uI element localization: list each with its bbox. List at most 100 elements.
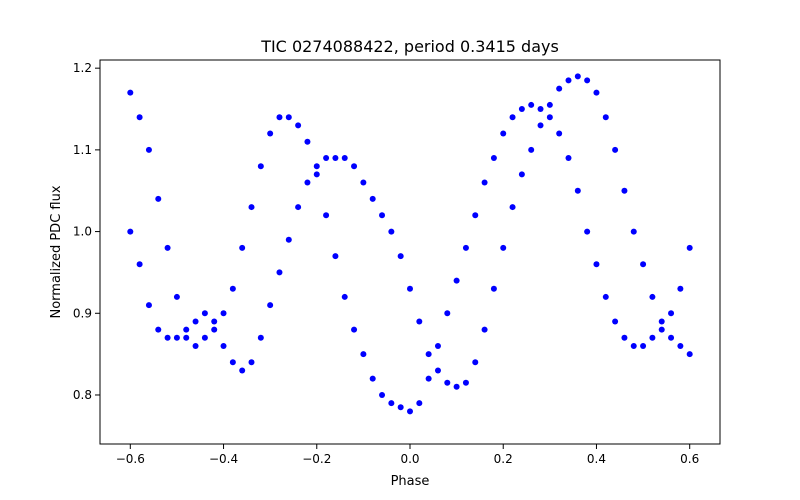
data-point bbox=[574, 187, 581, 194]
data-point bbox=[640, 342, 647, 349]
data-point bbox=[360, 351, 367, 358]
data-point bbox=[565, 155, 572, 162]
data-point bbox=[509, 204, 516, 211]
data-point bbox=[612, 146, 619, 153]
data-point bbox=[416, 318, 423, 325]
x-tick-label: −0.4 bbox=[209, 452, 238, 466]
data-point bbox=[276, 114, 283, 121]
data-point bbox=[201, 334, 208, 341]
data-point bbox=[388, 400, 395, 407]
data-point bbox=[462, 244, 469, 251]
data-point bbox=[295, 204, 302, 211]
data-point bbox=[136, 261, 143, 268]
data-point bbox=[369, 195, 376, 202]
data-point bbox=[425, 351, 432, 358]
data-point bbox=[481, 179, 488, 186]
data-point bbox=[369, 375, 376, 382]
data-point bbox=[211, 326, 218, 333]
data-points bbox=[127, 73, 693, 415]
data-point bbox=[416, 400, 423, 407]
x-tick-label: 0.4 bbox=[587, 452, 606, 466]
data-point bbox=[276, 269, 283, 276]
y-axis-label: Normalized PDC flux bbox=[49, 185, 64, 318]
data-point bbox=[332, 155, 339, 162]
data-point bbox=[612, 318, 619, 325]
data-point bbox=[257, 163, 264, 170]
data-point bbox=[379, 212, 386, 219]
data-point bbox=[668, 334, 675, 341]
chart-title: TIC 0274088422, period 0.3415 days bbox=[260, 37, 559, 56]
data-point bbox=[686, 351, 693, 358]
data-point bbox=[677, 342, 684, 349]
data-point bbox=[145, 146, 152, 153]
data-point bbox=[220, 310, 227, 317]
data-point bbox=[528, 146, 535, 153]
data-point bbox=[472, 212, 479, 219]
data-point bbox=[351, 326, 358, 333]
x-axis-label: Phase bbox=[391, 474, 430, 489]
data-point bbox=[136, 114, 143, 121]
y-tick-label: 1.0 bbox=[73, 225, 92, 239]
data-point bbox=[388, 228, 395, 235]
data-point bbox=[500, 130, 507, 137]
data-point bbox=[229, 285, 236, 292]
data-point bbox=[500, 244, 507, 251]
data-point bbox=[565, 77, 572, 84]
data-point bbox=[509, 114, 516, 121]
data-point bbox=[360, 179, 367, 186]
data-point bbox=[407, 408, 413, 415]
data-point bbox=[537, 106, 544, 113]
data-point bbox=[155, 326, 162, 333]
y-tick-label: 0.8 bbox=[73, 388, 92, 402]
data-point bbox=[201, 310, 208, 317]
data-point bbox=[155, 195, 162, 202]
data-point bbox=[584, 228, 591, 235]
data-point bbox=[658, 326, 665, 333]
data-point bbox=[164, 334, 171, 341]
data-point bbox=[285, 236, 292, 243]
y-axis-ticks: 0.8 0.9 1.0 1.1 1.2 bbox=[73, 61, 100, 402]
data-point bbox=[649, 334, 656, 341]
data-point bbox=[425, 375, 432, 382]
data-point bbox=[556, 85, 563, 92]
data-point bbox=[630, 228, 637, 235]
data-point bbox=[453, 277, 460, 284]
data-point bbox=[584, 77, 591, 84]
data-point bbox=[686, 244, 693, 251]
data-point bbox=[164, 244, 171, 251]
data-point bbox=[556, 130, 563, 137]
x-tick-label: 0.0 bbox=[400, 452, 419, 466]
data-point bbox=[472, 359, 479, 366]
data-point bbox=[444, 310, 451, 317]
data-point bbox=[257, 334, 264, 341]
data-point bbox=[593, 261, 600, 268]
data-point bbox=[658, 318, 665, 325]
data-point bbox=[462, 379, 469, 386]
data-point bbox=[239, 244, 246, 251]
data-point bbox=[229, 359, 236, 366]
data-point bbox=[621, 187, 628, 194]
data-point bbox=[267, 130, 274, 137]
data-point bbox=[546, 101, 553, 108]
data-point bbox=[453, 383, 460, 390]
data-point bbox=[323, 155, 330, 162]
data-point bbox=[295, 122, 302, 129]
data-point bbox=[145, 302, 152, 309]
data-point bbox=[668, 310, 675, 317]
data-point bbox=[220, 342, 227, 349]
data-point bbox=[630, 342, 637, 349]
data-point bbox=[239, 367, 246, 374]
data-point bbox=[490, 155, 497, 162]
data-point bbox=[407, 285, 413, 292]
data-point bbox=[602, 293, 609, 300]
data-point bbox=[490, 285, 497, 292]
data-point bbox=[183, 334, 190, 341]
data-point bbox=[528, 101, 535, 108]
data-point bbox=[127, 228, 134, 235]
data-point bbox=[332, 253, 339, 260]
data-point bbox=[192, 318, 199, 325]
y-tick-label: 0.9 bbox=[73, 306, 92, 320]
x-tick-label: −0.6 bbox=[116, 452, 145, 466]
